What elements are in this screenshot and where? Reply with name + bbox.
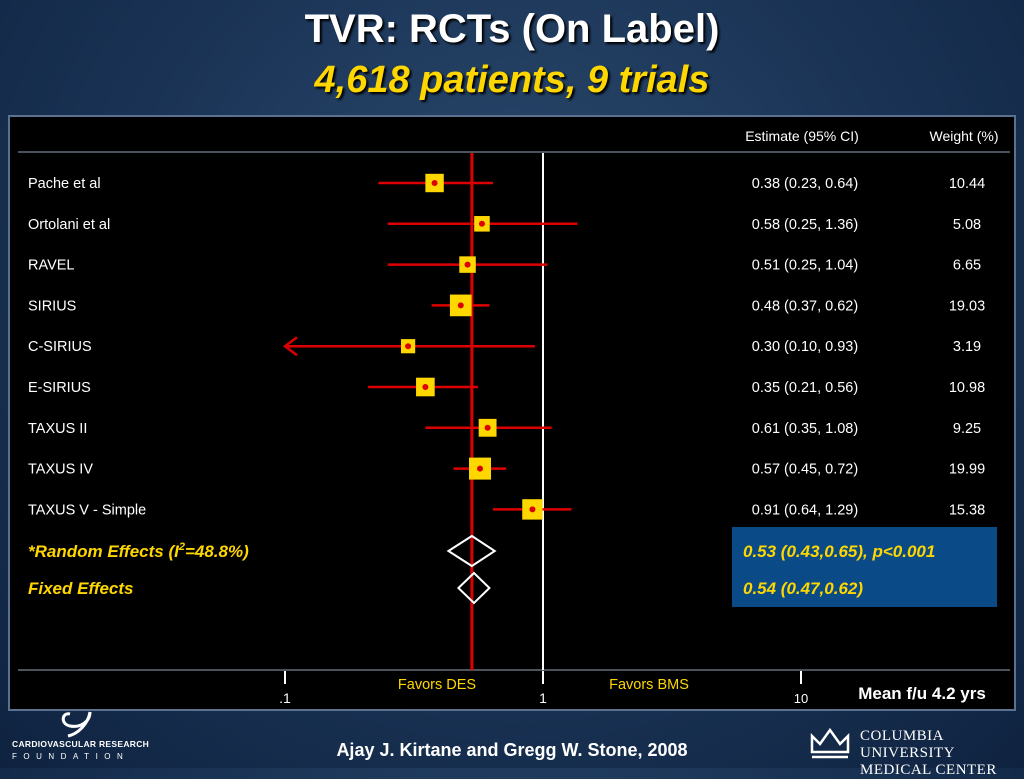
study-label: SIRIUS — [28, 298, 76, 314]
crf-logo: CARDIOVASCULAR RESEARCH FOUNDATION — [12, 708, 162, 761]
slide-title: TVR: RCTs (On Label) — [304, 7, 720, 51]
point-estimate — [431, 180, 438, 186]
weight-value: 10.98 — [949, 380, 985, 396]
point-estimate — [529, 506, 536, 513]
x-tick-label: .1 — [279, 690, 291, 706]
x-tick-label: 1 — [539, 690, 547, 706]
weight-value: 9.25 — [953, 421, 981, 437]
summary-estimates-box — [732, 527, 997, 607]
weight-value: 19.03 — [949, 298, 985, 314]
point-estimate — [477, 465, 484, 472]
summary-label: Fixed Effects — [28, 579, 134, 598]
favors-bms-label: Favors BMS — [609, 677, 689, 693]
summary-estimate: 0.53 (0.43,0.65), p<0.001 — [743, 542, 935, 561]
study-label: Pache et al — [28, 176, 101, 192]
estimate-value: 0.91 (0.64, 1.29) — [752, 502, 858, 518]
cumc-name-line2: MEDICAL CENTER — [860, 762, 997, 778]
estimate-value: 0.61 (0.35, 1.08) — [752, 421, 858, 437]
crf-name-line1: CARDIOVASCULAR RESEARCH — [12, 739, 150, 749]
summary-diamond — [456, 571, 491, 605]
weight-value: 3.19 — [953, 339, 981, 355]
estimate-value: 0.57 (0.45, 0.72) — [752, 462, 858, 478]
cumc-name-line1: COLUMBIA UNIVERSITY — [860, 728, 955, 761]
follow-up-note: Mean f/u 4.2 yrs — [858, 684, 986, 703]
study-label: Ortolani et al — [28, 217, 110, 233]
point-estimate — [464, 261, 471, 268]
forest-plot-panel — [8, 115, 1016, 711]
estimate-value: 0.58 (0.25, 1.36) — [752, 217, 858, 233]
ci-arrow — [282, 336, 298, 357]
point-estimate — [422, 384, 429, 390]
estimate-value: 0.30 (0.10, 0.93) — [752, 339, 858, 355]
study-label: TAXUS II — [28, 421, 87, 437]
weight-col-header: Weight (%) — [930, 128, 999, 144]
weight-value: 10.44 — [949, 176, 985, 192]
estimate-value: 0.51 (0.25, 1.04) — [752, 258, 858, 274]
estimate-value: 0.38 (0.23, 0.64) — [752, 176, 858, 192]
crf-heart-icon — [61, 711, 92, 738]
point-estimate — [457, 302, 464, 309]
summary-estimate: 0.54 (0.47,0.62) — [743, 579, 863, 598]
point-estimate — [484, 424, 491, 431]
crown-icon — [810, 727, 850, 759]
weight-value: 5.08 — [953, 217, 981, 233]
point-estimate — [478, 220, 485, 227]
estimate-value: 0.35 (0.21, 0.56) — [752, 380, 858, 396]
crf-name-line2: FOUNDATION — [12, 752, 130, 761]
study-label: RAVEL — [28, 258, 74, 274]
weight-value: 6.65 — [953, 258, 981, 274]
summary-label: *Random Effects (I2=48.8%) — [28, 541, 249, 561]
study-label: TAXUS V - Simple — [28, 502, 146, 518]
estimate-col-header: Estimate (95% CI) — [745, 128, 859, 144]
favors-des-label: Favors DES — [398, 677, 476, 693]
study-label: TAXUS IV — [28, 462, 93, 478]
study-label: C-SIRIUS — [28, 339, 92, 355]
study-label: E-SIRIUS — [28, 380, 91, 396]
x-tick-label: 10 — [794, 691, 808, 706]
slide-subtitle: 4,618 patients, 9 trials — [314, 59, 710, 101]
weight-value: 15.38 — [949, 502, 985, 518]
summary-diamond — [446, 534, 497, 568]
weight-value: 19.99 — [949, 462, 985, 478]
point-estimate — [405, 343, 412, 350]
estimate-value: 0.48 (0.37, 0.62) — [752, 298, 858, 314]
author-credit: Ajay J. Kirtane and Gregg W. Stone, 2008 — [336, 740, 688, 760]
